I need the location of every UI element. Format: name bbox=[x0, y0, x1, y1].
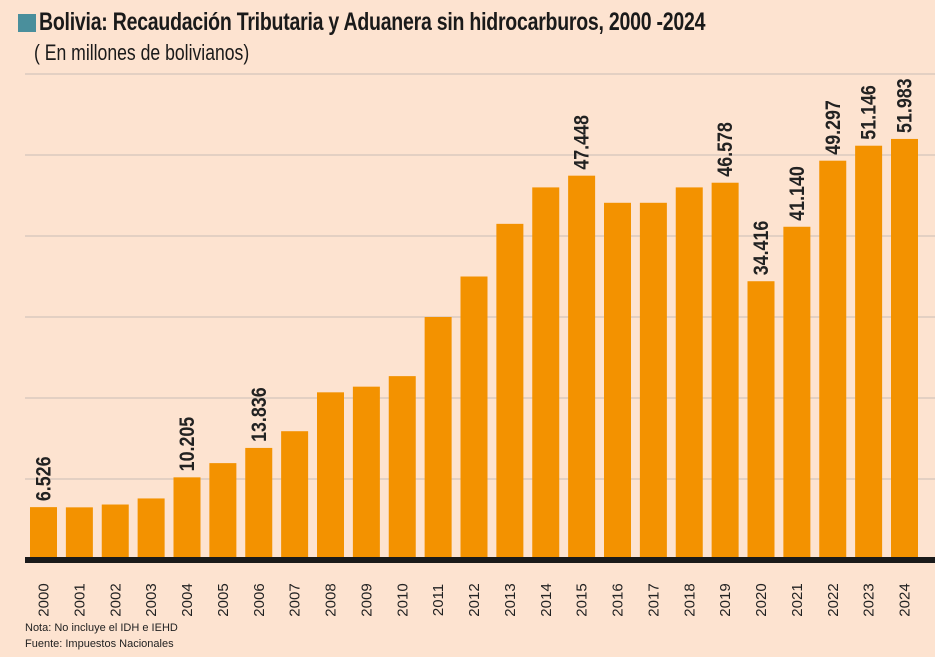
bar-2021 bbox=[783, 226, 811, 561]
x-tick-label: 2014 bbox=[538, 583, 555, 616]
x-tick-label: 2021 bbox=[789, 583, 806, 616]
bar-2018 bbox=[675, 187, 703, 560]
data-label: 13.836 bbox=[247, 387, 271, 442]
x-axis-line bbox=[25, 557, 935, 563]
chart-subtitle: ( En millones de bolivianos) bbox=[34, 40, 250, 65]
x-tick-label: 2019 bbox=[717, 583, 734, 616]
bar-2004 bbox=[173, 477, 201, 560]
data-label: 10.205 bbox=[176, 417, 200, 472]
bar-2009 bbox=[352, 386, 380, 560]
bar-2010 bbox=[388, 376, 416, 560]
bar-2012 bbox=[460, 276, 488, 560]
bar-2001 bbox=[65, 507, 93, 560]
x-tick-label: 2011 bbox=[430, 584, 447, 616]
bar-2006 bbox=[245, 447, 273, 560]
bar-2002 bbox=[101, 504, 129, 560]
bar-2007 bbox=[281, 431, 309, 560]
bar-2016 bbox=[604, 202, 631, 561]
x-tick-label: 2023 bbox=[861, 583, 878, 616]
data-label: 46.578 bbox=[714, 122, 738, 177]
chart-notes: Nota: No incluye el IDH e IEHD Fuente: I… bbox=[25, 620, 178, 652]
data-label: 51.983 bbox=[893, 78, 917, 133]
x-tick-label: 2015 bbox=[574, 583, 591, 616]
x-tick-label: 2022 bbox=[825, 583, 842, 616]
bar-2015 bbox=[568, 175, 596, 560]
data-label: 47.448 bbox=[570, 115, 594, 170]
x-tick-label: 2010 bbox=[394, 583, 411, 616]
bar-2017 bbox=[639, 202, 667, 561]
x-tick-label: 2008 bbox=[323, 583, 340, 616]
x-tick-label: 2020 bbox=[753, 583, 770, 616]
bar-2013 bbox=[496, 223, 524, 560]
x-tick-label: 2013 bbox=[502, 583, 519, 616]
data-label: 51.146 bbox=[857, 85, 881, 140]
bar-2005 bbox=[209, 463, 237, 560]
x-tick-label: 2012 bbox=[466, 583, 483, 616]
chart-title: Bolivia: Recaudación Tributaria y Aduane… bbox=[39, 8, 706, 36]
bar-2020 bbox=[747, 281, 775, 560]
x-tick-label: 2000 bbox=[36, 583, 53, 616]
data-label: 41.140 bbox=[786, 166, 810, 221]
data-label: 49.297 bbox=[821, 100, 845, 155]
x-tick-label: 2001 bbox=[71, 583, 88, 616]
x-tick-label: 2024 bbox=[897, 583, 914, 616]
bar-2014 bbox=[532, 187, 560, 560]
bar-2003 bbox=[137, 498, 165, 560]
x-tick-label: 2006 bbox=[251, 583, 268, 616]
title-row: Bolivia: Recaudación Tributaria y Aduane… bbox=[18, 8, 893, 37]
bar-2008 bbox=[317, 392, 344, 560]
x-tick-label: 2009 bbox=[358, 583, 375, 616]
bar-2024 bbox=[891, 138, 918, 561]
bar-2019 bbox=[711, 182, 739, 560]
bar-2000 bbox=[30, 507, 57, 560]
bar-2011 bbox=[424, 317, 452, 560]
x-tick-label: 2007 bbox=[287, 583, 304, 616]
x-tick-label: 2005 bbox=[215, 583, 232, 616]
x-tick-label: 2018 bbox=[681, 583, 698, 616]
x-tick-label: 2017 bbox=[645, 583, 662, 616]
title-marker-icon bbox=[18, 13, 36, 32]
x-tick-label: 2002 bbox=[107, 583, 124, 616]
data-label: 6.526 bbox=[32, 456, 56, 501]
bar-2022 bbox=[819, 160, 847, 560]
source-text: Fuente: Impuestos Nacionales bbox=[25, 638, 174, 650]
x-tick-label: 2016 bbox=[610, 583, 627, 616]
x-tick-label: 2003 bbox=[143, 583, 160, 616]
x-tick-label: 2004 bbox=[179, 583, 196, 616]
note-text: Nota: No incluye el IDH e IEHD bbox=[25, 622, 178, 634]
data-label: 34.416 bbox=[750, 221, 774, 276]
bar-2023 bbox=[855, 145, 883, 560]
